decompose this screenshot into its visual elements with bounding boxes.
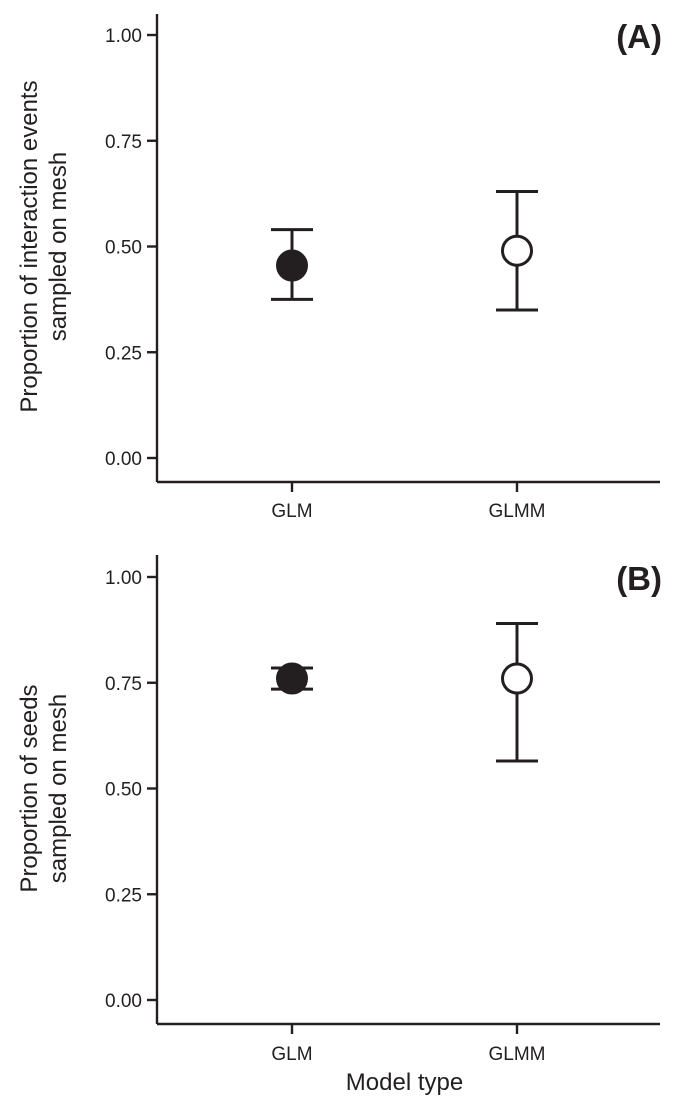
- panel-a-x-tick-label: GLM: [271, 501, 312, 522]
- panel-b-y-tick-label: 0.75: [105, 674, 142, 695]
- panel-a-y-tick-label: 0.25: [105, 343, 142, 364]
- panel-a-y-tick-label: 0.00: [105, 449, 142, 470]
- panel-b-y-axis-label-line: sampled on mesh: [45, 694, 72, 883]
- panel-a-y-tick-label: 0.75: [105, 132, 142, 153]
- panel-b-point-glm: [276, 662, 308, 695]
- panel-a-y-axis-label-line: sampled on mesh: [45, 152, 72, 341]
- panel-a-y-axis-label: Proportion of interaction eventssampled …: [16, 80, 72, 412]
- panel-b-point-glmm: [501, 662, 533, 695]
- panel-a-point-glmm: [501, 234, 533, 267]
- panel-b-x-axis-label: Model type: [346, 1069, 463, 1096]
- panel-b: 0.00 0.25 0.50 0.75 1.00 GLM GLMM Proportion of…: [16, 555, 662, 1096]
- panel-b-y-tick-label: 0.50: [105, 780, 142, 801]
- panel-b-label: (B): [616, 560, 662, 597]
- panel-b-y-tick-label: 1.00: [105, 568, 142, 589]
- panel-b-y-tick-label: 0.00: [105, 991, 142, 1012]
- panel-a-y-tick-label: 1.00: [105, 26, 142, 47]
- panel-b-x-tick-label: GLM: [271, 1044, 312, 1065]
- panel-a-point-glm: [276, 249, 308, 282]
- panel-b-y-axis-label: Proportion of seedssampled on mesh: [16, 684, 72, 892]
- panel-b-y-axis-label-line: Proportion of seeds: [16, 684, 43, 892]
- panel-a: 0.00 0.25 0.50 0.75 1.00 GLM GLMM Proportion of…: [16, 14, 662, 522]
- panel-a-y-tick-label: 0.50: [105, 238, 142, 259]
- panel-a-label: (A): [616, 18, 662, 55]
- panel-b-y-tick-label: 0.25: [105, 885, 142, 906]
- panel-a-x-tick-label: GLMM: [489, 501, 546, 522]
- panel-a-y-axis-label-line: Proportion of interaction events: [16, 80, 43, 412]
- panel-b-x-tick-label: GLMM: [489, 1044, 546, 1065]
